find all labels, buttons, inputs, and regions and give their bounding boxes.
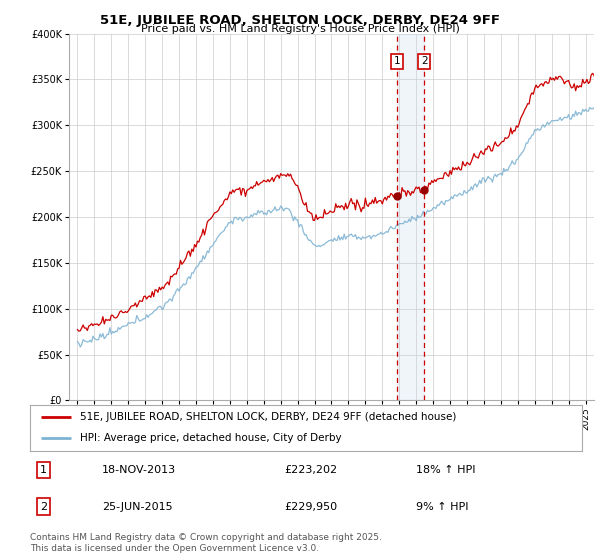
Text: 2: 2 (40, 502, 47, 511)
Text: £223,202: £223,202 (284, 465, 337, 475)
Text: 18-NOV-2013: 18-NOV-2013 (102, 465, 176, 475)
Text: Contains HM Land Registry data © Crown copyright and database right 2025.
This d: Contains HM Land Registry data © Crown c… (30, 533, 382, 553)
Text: 1: 1 (394, 56, 401, 66)
Bar (397, 34, 424, 400)
Text: 25-JUN-2015: 25-JUN-2015 (102, 502, 172, 511)
Text: 18% ↑ HPI: 18% ↑ HPI (416, 465, 476, 475)
Text: 9% ↑ HPI: 9% ↑ HPI (416, 502, 469, 511)
Text: 51E, JUBILEE ROAD, SHELTON LOCK, DERBY, DE24 9FF: 51E, JUBILEE ROAD, SHELTON LOCK, DERBY, … (100, 14, 500, 27)
Text: HPI: Average price, detached house, City of Derby: HPI: Average price, detached house, City… (80, 433, 341, 444)
Text: 2: 2 (421, 56, 428, 66)
Text: 51E, JUBILEE ROAD, SHELTON LOCK, DERBY, DE24 9FF (detached house): 51E, JUBILEE ROAD, SHELTON LOCK, DERBY, … (80, 412, 456, 422)
Text: 1: 1 (40, 465, 47, 475)
Text: Price paid vs. HM Land Registry's House Price Index (HPI): Price paid vs. HM Land Registry's House … (140, 24, 460, 34)
Text: £229,950: £229,950 (284, 502, 337, 511)
